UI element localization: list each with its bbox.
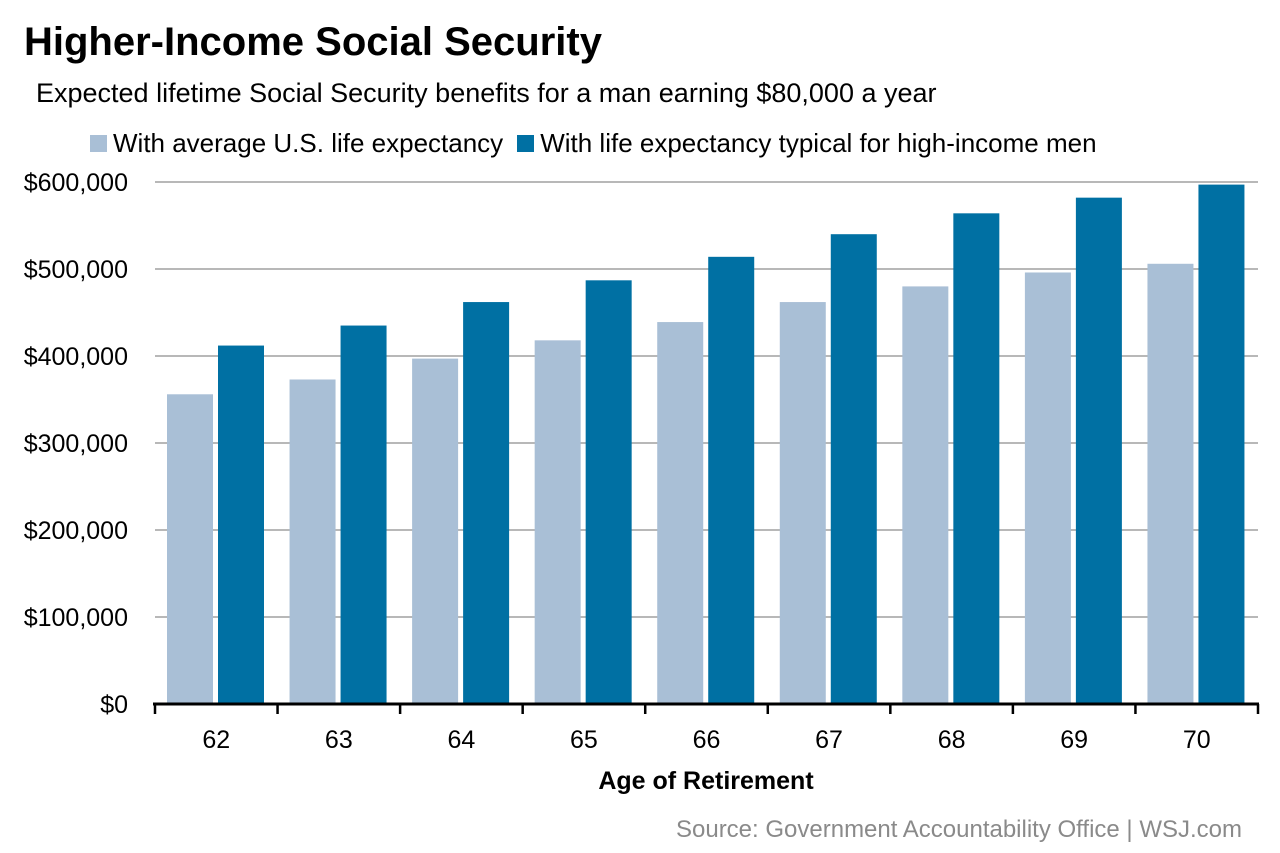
x-tick-label: 70 — [1183, 726, 1211, 754]
legend-swatch-high-income — [517, 135, 535, 152]
bar-high-income-63 — [340, 325, 387, 704]
chart-subtitle: Expected lifetime Social Security benefi… — [36, 78, 937, 108]
bar-average-69 — [1024, 272, 1071, 704]
bar-average-67 — [779, 302, 826, 704]
x-tick-label: 66 — [693, 726, 721, 754]
bar-average-70 — [1147, 263, 1194, 704]
y-tick-label: $600,000 — [24, 169, 128, 197]
chart-title: Higher-Income Social Security — [24, 20, 602, 64]
legend-item-average: With average U.S. life expectancy — [90, 128, 503, 159]
legend-label-high-income: With life expectancy typical for high-in… — [540, 128, 1097, 158]
bar-high-income-67 — [830, 234, 877, 704]
y-tick-label: $400,000 — [24, 343, 128, 371]
bar-high-income-66 — [708, 256, 755, 704]
bar-high-income-70 — [1198, 184, 1245, 705]
bar-high-income-65 — [585, 280, 632, 704]
y-tick-label: $0 — [100, 691, 128, 719]
bar-average-62 — [167, 394, 213, 704]
x-tick-label: 62 — [202, 726, 230, 754]
y-tick-label: $100,000 — [24, 604, 128, 632]
bar-high-income-68 — [953, 213, 1000, 704]
x-tick-label: 63 — [325, 726, 353, 754]
y-tick-label: $500,000 — [24, 256, 128, 284]
bar-average-63 — [289, 379, 336, 704]
legend-label-average: With average U.S. life expectancy — [113, 128, 504, 158]
bar-average-64 — [412, 358, 459, 704]
bar-average-66 — [657, 322, 704, 704]
x-tick-label: 69 — [1060, 726, 1088, 754]
bar-high-income-64 — [463, 302, 510, 704]
bar-high-income-69 — [1075, 197, 1122, 704]
y-tick-label: $300,000 — [24, 430, 128, 458]
legend-swatch-average — [90, 135, 107, 152]
x-tick-label: 64 — [447, 726, 475, 754]
x-tick-label: 68 — [938, 726, 966, 754]
x-tick-label: 67 — [815, 726, 843, 754]
bar-high-income-62 — [218, 345, 264, 704]
legend: With average U.S. life expectancy With l… — [90, 128, 1111, 159]
bar-average-65 — [534, 340, 581, 704]
x-tick-label: 65 — [570, 726, 598, 754]
x-axis-label: Age of Retirement — [598, 767, 814, 795]
bar-average-68 — [902, 286, 949, 704]
y-tick-label: $200,000 — [24, 517, 128, 545]
source-note: Source: Government Accountability Office… — [675, 816, 1242, 843]
legend-item-high-income: With life expectancy typical for high-in… — [517, 128, 1097, 159]
